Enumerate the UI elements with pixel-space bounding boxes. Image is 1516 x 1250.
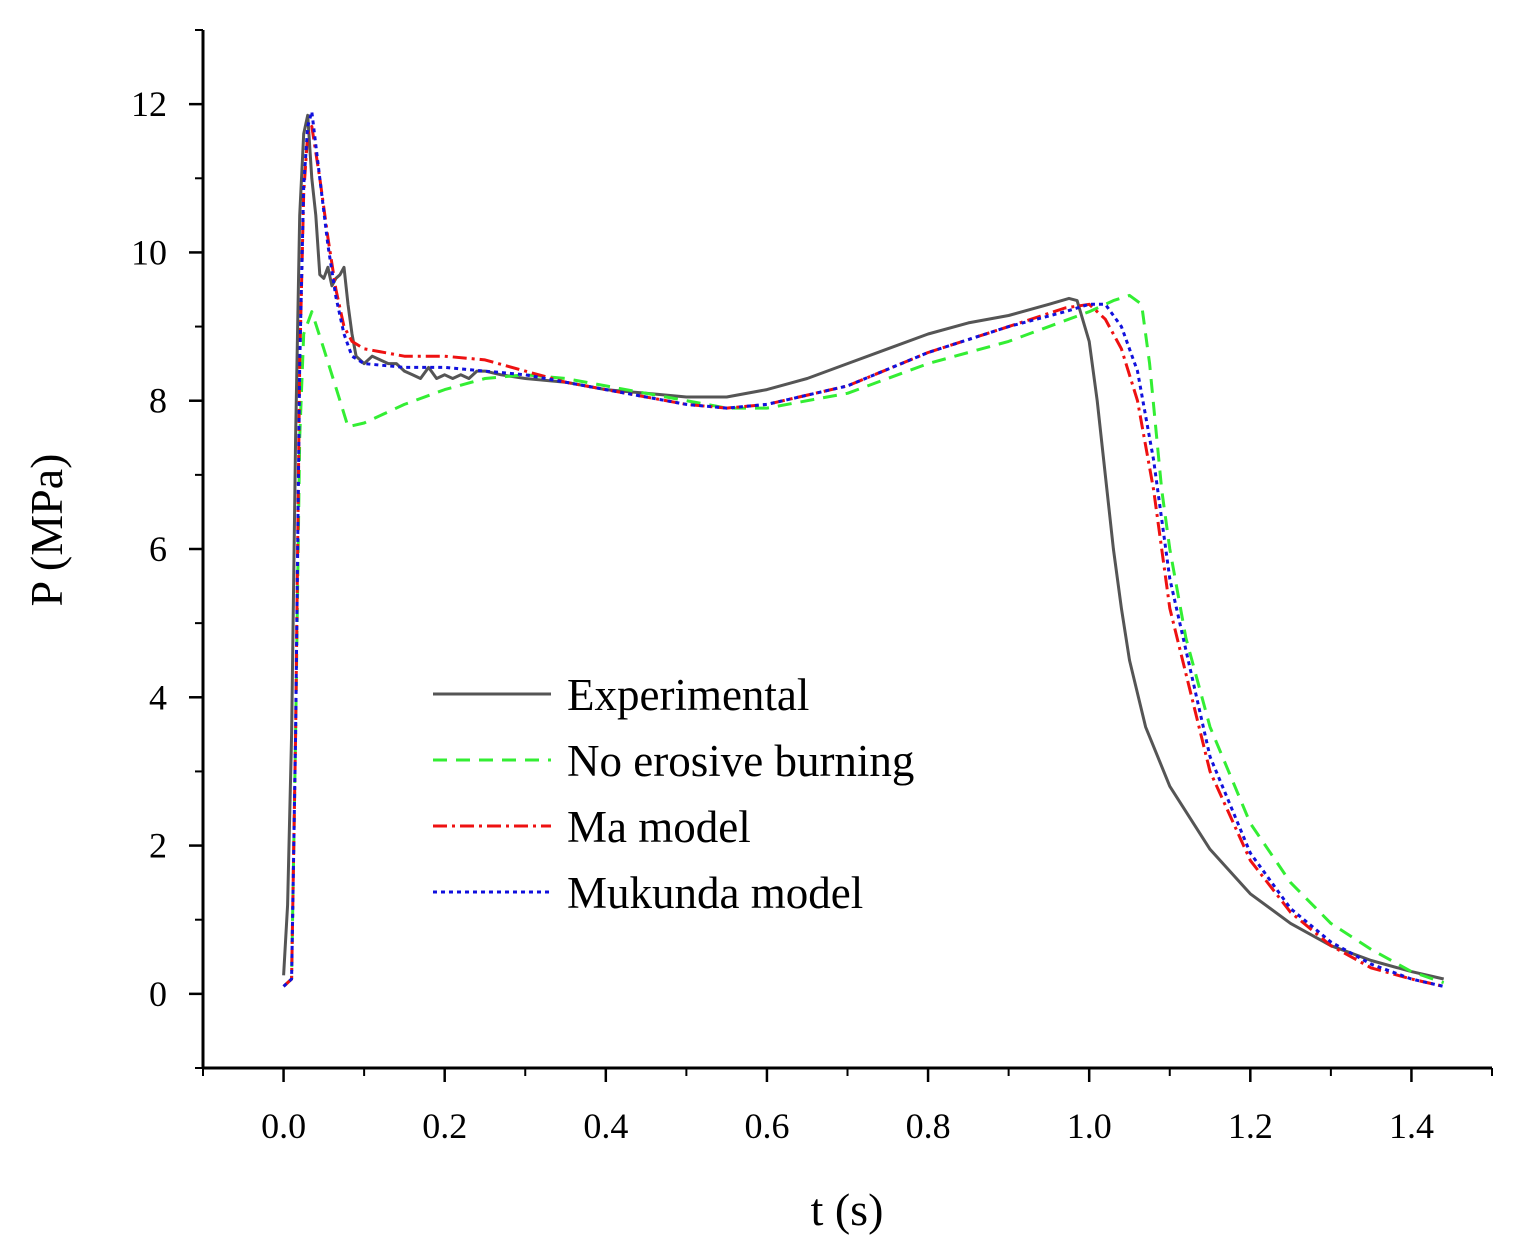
series-layer <box>282 110 1445 988</box>
series-line-ma-model <box>282 124 1445 988</box>
x-tick-label: 0.8 <box>906 1106 951 1146</box>
y-tick-label: 12 <box>131 84 167 124</box>
legend-label-mukunda-model: Mukunda model <box>567 868 863 918</box>
x-tick-label: 0.6 <box>744 1106 789 1146</box>
legend-label-experimental: Experimental <box>567 670 809 720</box>
y-tick-label: 2 <box>149 826 167 866</box>
x-tick-label: 0.2 <box>422 1106 467 1146</box>
y-tick-label: 4 <box>149 677 167 717</box>
series-line-experimental <box>282 113 1445 981</box>
x-axis-title: t (s) <box>811 1184 884 1235</box>
x-tick-label: 0.4 <box>583 1106 628 1146</box>
legend-label-ma-model: Ma model <box>567 802 751 852</box>
y-tick-label: 8 <box>149 381 167 421</box>
y-tick-label: 10 <box>131 232 167 272</box>
y-tick-label: 0 <box>149 974 167 1014</box>
x-tick-label: 1.2 <box>1228 1106 1273 1146</box>
x-tick-label: 0.0 <box>261 1106 306 1146</box>
y-axis-ticks: 0 2 4 6 8 10 12 <box>131 29 203 1069</box>
legend: Experimental No erosive burning Ma model Mu… <box>433 670 914 918</box>
y-axis-title: P (MPa) <box>21 454 72 607</box>
x-tick-label: 1.4 <box>1389 1106 1434 1146</box>
y-tick-label: 6 <box>149 529 167 569</box>
x-axis-ticks: 0.0 0.2 0.4 0.6 0.8 1.0 1.2 1.4 <box>202 1068 1493 1146</box>
x-tick-label: 1.0 <box>1067 1106 1112 1146</box>
series-line-no-erosive-burning <box>282 293 1445 988</box>
series-line-mukunda-model <box>282 110 1445 988</box>
legend-label-no-erosive-burning: No erosive burning <box>567 736 914 786</box>
